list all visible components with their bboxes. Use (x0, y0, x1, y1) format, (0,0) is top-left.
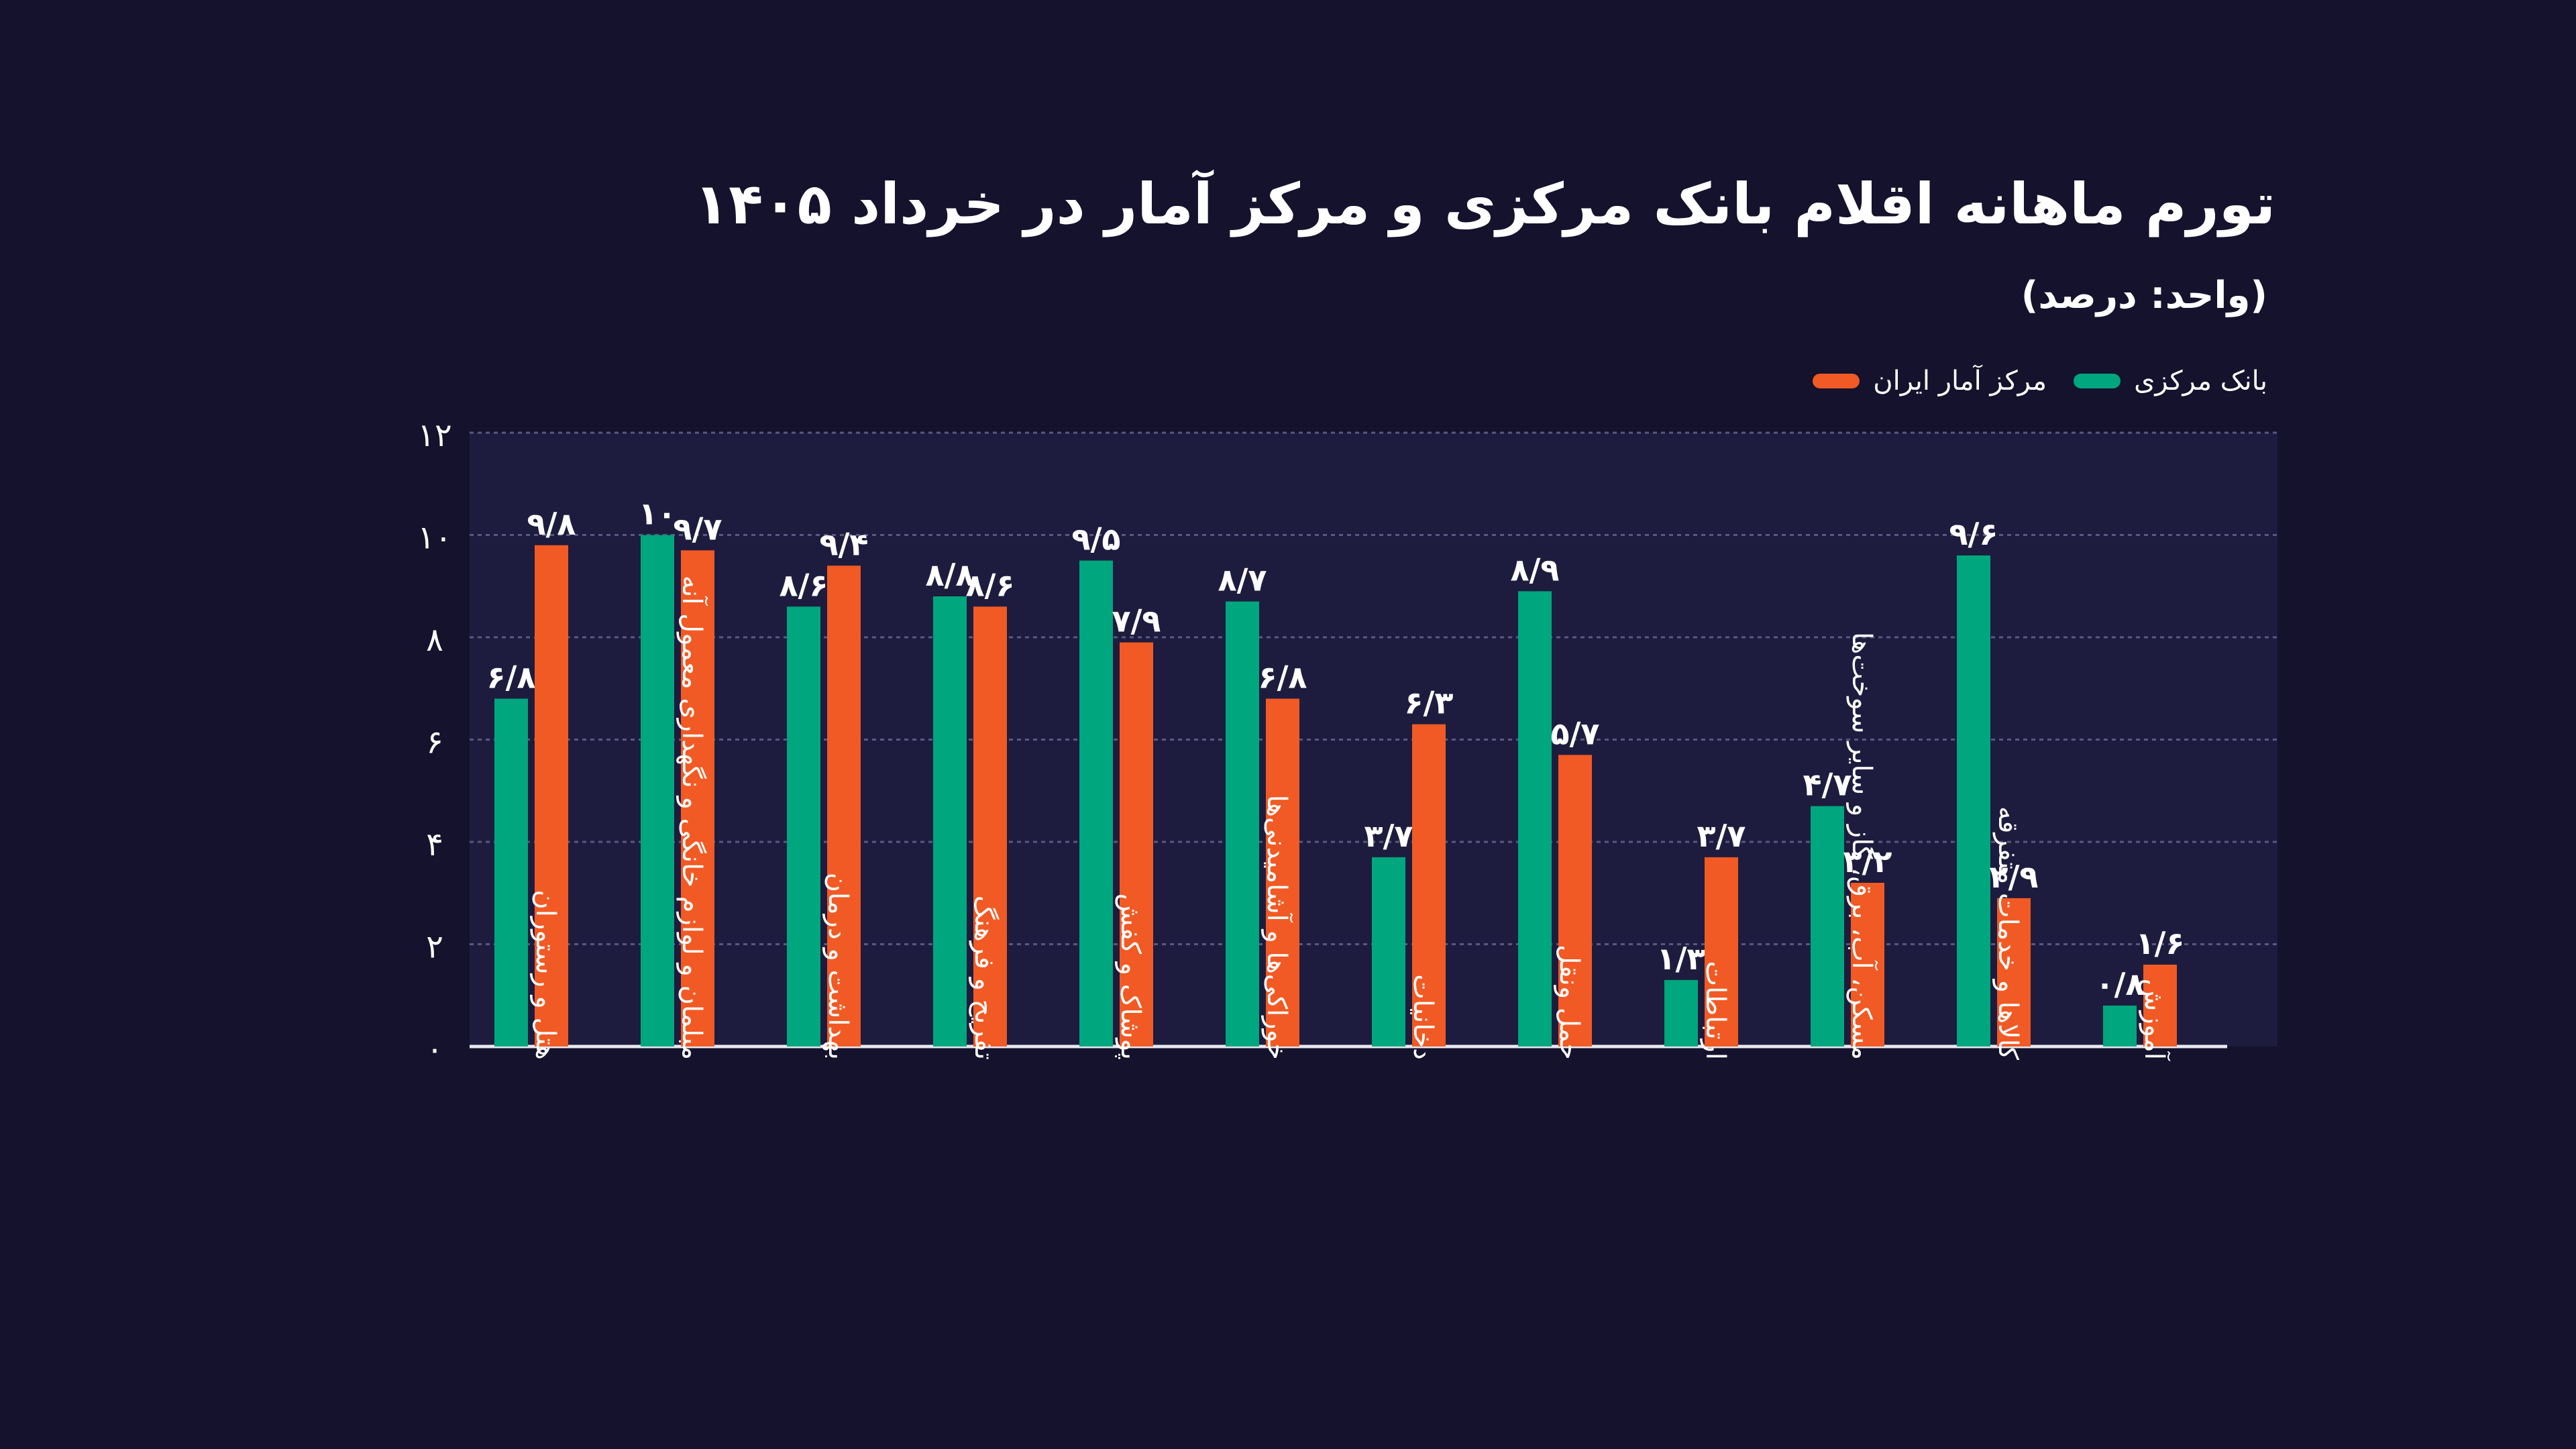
bar-green-6 (1372, 857, 1405, 1046)
bar-orange-5 (1266, 698, 1299, 1046)
x-tick-label-9: مسکن، آب، برق، گاز و سایر سوخت‌ها (1846, 632, 1878, 1060)
x-tick-label-1: مبلمان و لوازم خانگی و نگهداری معمول آنه (676, 576, 708, 1060)
y-tick-label-8: ۸ (426, 621, 443, 659)
y-tick-label-2: ۲ (426, 928, 443, 966)
data-label-orange-10: ۲/۹ (1990, 859, 2039, 895)
bar-orange-2 (827, 566, 861, 1046)
bar-green-2 (787, 606, 820, 1046)
legend: مرکز آمار ایران بانک مرکزی (1813, 366, 2267, 396)
data-label-orange-0: ۹/۸ (527, 506, 576, 542)
bar-green-3 (933, 596, 967, 1046)
data-label-green-6: ۳/۷ (1364, 818, 1413, 854)
x-tick-label-text-7: حمل ونقل (1554, 945, 1585, 1060)
x-tick-label-text-9: مسکن، آب، برق، گاز و سایر سوخت‌ها (1846, 632, 1878, 1060)
y-tick-label-4: ۴ (426, 826, 443, 863)
bar-green-7 (1518, 591, 1552, 1046)
data-label-orange-7: ۵/۷ (1551, 715, 1600, 751)
bar-orange-7 (1558, 755, 1592, 1046)
data-label-green-9: ۴/۷ (1803, 767, 1852, 803)
legend-item-green: بانک مرکزی (2074, 366, 2267, 396)
x-tick-label-text-10: کالاها و خدمات متفرقه (1992, 806, 2023, 1061)
x-tick-label-7: حمل ونقل (1554, 945, 1585, 1060)
legend-label-orange: مرکز آمار ایران (1873, 366, 2047, 396)
bar-orange-8 (1705, 857, 1738, 1046)
legend-swatch-orange (1813, 374, 1860, 388)
bar-green-0 (494, 698, 528, 1046)
data-label-orange-2: ۹/۴ (820, 526, 869, 562)
bar-green-10 (1957, 555, 1990, 1046)
y-tick-label-0: ۰ (426, 1030, 443, 1068)
bar-green-9 (1811, 806, 1844, 1046)
y-tick-label-6: ۶ (426, 724, 443, 761)
x-tick-label-8: ارتباطات (1700, 961, 1731, 1061)
legend-label-green: بانک مرکزی (2134, 366, 2267, 396)
x-tick-label-text-11: آموزش (2139, 979, 2171, 1061)
x-tick-label-6: دخانیات (1407, 974, 1438, 1060)
data-label-orange-6: ۶/۳ (1405, 685, 1454, 721)
bar-orange-0 (535, 545, 568, 1046)
x-tick-label-11: آموزش (2139, 979, 2171, 1061)
bar-orange-10 (1997, 898, 2031, 1046)
bar-orange-1 (681, 550, 714, 1046)
data-label-green-3: ۸/۸ (926, 557, 975, 593)
bar-green-11 (2103, 1006, 2137, 1046)
data-label-green-8: ۱/۳ (1657, 941, 1706, 977)
bar-green-4 (1079, 560, 1113, 1046)
data-label-orange-11: ۱/۶ (2136, 925, 2185, 961)
legend-item-orange: مرکز آمار ایران (1813, 366, 2047, 396)
x-tick-label-text-1: مبلمان و لوازم خانگی و نگهداری معمول آنه (676, 576, 708, 1060)
x-tick-label-text-3: تفریح و فرهنگ (969, 896, 1000, 1060)
data-label-orange-8: ۳/۷ (1697, 818, 1746, 854)
data-label-green-2: ۸/۶ (780, 567, 828, 603)
legend-swatch-green (2074, 374, 2121, 388)
bar-green-1 (641, 535, 674, 1046)
x-tick-label-text-8: ارتباطات (1700, 961, 1731, 1061)
data-label-green-1: ۱۰ (639, 496, 676, 532)
data-label-green-0: ۶/۸ (487, 659, 536, 696)
data-label-orange-1: ۹/۷ (674, 511, 722, 547)
data-label-orange-3: ۸/۶ (966, 567, 1015, 603)
bar-orange-4 (1120, 642, 1153, 1046)
data-label-orange-4: ۷/۹ (1112, 603, 1161, 639)
data-label-orange-9: ۳/۲ (1843, 843, 1892, 879)
y-tick-label-10: ۱۰ (417, 519, 452, 557)
bar-orange-11 (2143, 965, 2177, 1046)
data-label-green-10: ۹/۶ (1949, 516, 1998, 552)
bar-green-5 (1226, 601, 1259, 1046)
x-tick-label-text-6: دخانیات (1407, 974, 1438, 1060)
bar-orange-3 (973, 606, 1007, 1046)
data-label-green-4: ۹/۵ (1072, 521, 1121, 557)
data-label-green-11: ۰/۸ (2096, 966, 2145, 1002)
y-tick-label-12: ۱۲ (417, 417, 452, 454)
bar-green-8 (1664, 979, 1698, 1046)
x-tick-label-2: بهداشت و درمان (822, 873, 853, 1060)
x-tick-label-3: تفریح و فرهنگ (969, 896, 1000, 1060)
x-tick-label-text-4: پوشاک و کفش (1115, 894, 1146, 1060)
data-label-orange-5: ۶/۸ (1258, 659, 1307, 696)
data-label-green-7: ۸/۹ (1511, 551, 1560, 588)
x-tick-label-0: هتل و رستوران (530, 890, 561, 1060)
bar-orange-6 (1412, 724, 1446, 1046)
x-tick-label-5: خوراکی‌ها و آشامیدنی‌ها (1261, 795, 1293, 1060)
x-tick-label-text-5: خوراکی‌ها و آشامیدنی‌ها (1261, 795, 1293, 1060)
x-tick-label-text-2: بهداشت و درمان (822, 873, 853, 1060)
x-tick-label-10: کالاها و خدمات متفرقه (1992, 806, 2023, 1061)
chart-subtitle: (واحد: درصد) (2021, 274, 2267, 317)
x-tick-label-text-0: هتل و رستوران (530, 890, 561, 1060)
data-label-green-5: ۸/۷ (1218, 562, 1267, 598)
bar-orange-9 (1851, 883, 1884, 1046)
chart-title: تورم ماهانه اقلام بانک مرکزی و مرکز آمار… (694, 171, 2275, 237)
x-tick-label-4: پوشاک و کفش (1115, 894, 1146, 1060)
